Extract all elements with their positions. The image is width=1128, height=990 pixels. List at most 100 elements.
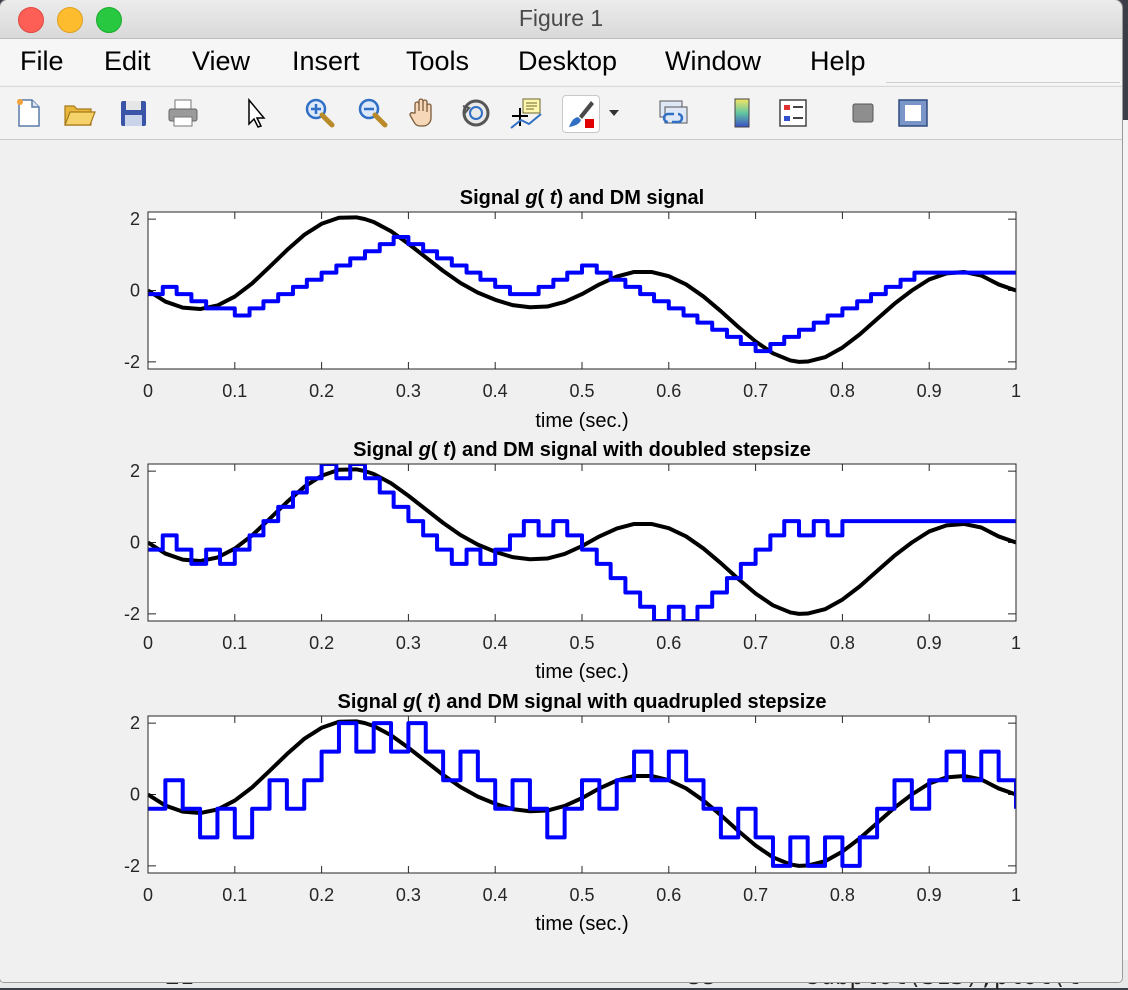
- axes-1-xticks: 0 0.1 0.2 0.3 0.4 0.5 0.6 0.7 0.8 0.9 1: [143, 212, 1021, 401]
- dm-signal-line: [148, 721, 1016, 868]
- x-tick-label: 0.8: [830, 885, 855, 905]
- signal-line: [148, 215, 1016, 364]
- colorbar-icon[interactable]: [724, 95, 760, 131]
- window-title: Figure 1: [518, 5, 604, 31]
- x-tick-label: 0.4: [483, 381, 508, 401]
- y-tick-label: 0: [130, 281, 140, 301]
- subplot-1: Signal g( t) and DM signal 0 0.1 0.2 0.3 0.4…: [124, 187, 1021, 432]
- x-tick-label: 0.3: [396, 381, 421, 401]
- menu-view[interactable]: View: [192, 46, 251, 76]
- menu-edit[interactable]: Edit: [104, 46, 151, 76]
- x-tick-label: 0.1: [222, 633, 247, 653]
- x-tick-label: 0.3: [396, 633, 421, 653]
- subplot-3: Signal g( t) and DM signal with quadrupl…: [124, 691, 1021, 935]
- x-tick-label: 0.8: [830, 633, 855, 653]
- x-tick-label: 0.2: [309, 633, 334, 653]
- menu-bar: File Edit View Insert Tools Desktop Wind…: [0, 39, 1122, 110]
- title-bar: Figure 1: [0, 0, 1122, 39]
- x-tick-label: 0.9: [917, 633, 942, 653]
- legend-icon[interactable]: [775, 95, 811, 131]
- new-figure-icon[interactable]: [10, 95, 46, 131]
- figure-toolbar: [0, 86, 1122, 140]
- pointer-icon[interactable]: [237, 95, 273, 131]
- save-icon[interactable]: [115, 95, 151, 131]
- x-tick-label: 0.7: [743, 381, 768, 401]
- brush-dropdown-icon[interactable]: [604, 95, 624, 131]
- data-cursor-icon[interactable]: [508, 95, 544, 131]
- menu-file[interactable]: File: [20, 46, 64, 76]
- axes-1-yticks: -2 0 2: [124, 209, 1016, 372]
- link-plot-icon[interactable]: [656, 95, 692, 131]
- y-tick-label: 2: [130, 713, 140, 733]
- x-tick-label: 0.5: [569, 885, 594, 905]
- x-tick-label: 0.4: [483, 633, 508, 653]
- x-tick-label: 0.9: [917, 381, 942, 401]
- x-tick-label: 0.9: [917, 885, 942, 905]
- plot-area: Signal g( t) and DM signal 0 0.1 0.2 0.3 0.4…: [124, 187, 1021, 935]
- x-tick-label: 0: [143, 885, 153, 905]
- x-tick-label: 1: [1011, 633, 1021, 653]
- axes-3-box: [147, 715, 1017, 874]
- print-icon[interactable]: [165, 95, 201, 131]
- menu-help[interactable]: Help: [810, 46, 866, 76]
- hide-plot-tools-icon[interactable]: [845, 95, 881, 131]
- x-tick-label: 0.2: [309, 381, 334, 401]
- axes-2-yticks: -2 0 2: [124, 461, 1016, 624]
- dm-signal-line: [148, 234, 1016, 354]
- axes-2-series: [148, 464, 1016, 621]
- x-tick-label: 0.5: [569, 633, 594, 653]
- x-tick-label: 0.8: [830, 381, 855, 401]
- y-tick-label: 2: [130, 461, 140, 481]
- axes-1-series: [148, 215, 1016, 364]
- menu-divider: [886, 82, 1120, 83]
- open-file-icon[interactable]: [61, 95, 97, 131]
- axes-3-xlabel: time (sec.): [535, 913, 628, 935]
- x-tick-label: 0.7: [743, 633, 768, 653]
- show-plot-tools-icon[interactable]: [895, 95, 931, 131]
- axes-2-title: Signal g( t) and DM signal with doubled …: [353, 439, 811, 461]
- x-tick-label: 0.1: [222, 381, 247, 401]
- x-tick-label: 1: [1011, 885, 1021, 905]
- x-tick-label: 0.7: [743, 885, 768, 905]
- x-tick-label: 0.2: [309, 885, 334, 905]
- x-tick-label: 0: [143, 633, 153, 653]
- subplot-2: Signal g( t) and DM signal with doubled …: [124, 439, 1021, 683]
- y-tick-label: -2: [124, 856, 140, 876]
- menu-insert[interactable]: Insert: [292, 46, 360, 76]
- axes-2-xticks: 0 0.1 0.2 0.3 0.4 0.5 0.6 0.7 0.8 0.9 1: [143, 464, 1021, 653]
- zoom-window-button[interactable]: [96, 7, 122, 33]
- axes-2-xlabel: time (sec.): [535, 661, 628, 683]
- x-tick-label: 0.5: [569, 381, 594, 401]
- menu-tools[interactable]: Tools: [406, 46, 470, 76]
- axes-2-box: [147, 463, 1017, 622]
- axes-1-xlabel: time (sec.): [535, 410, 628, 432]
- background-app-edge: [1120, 120, 1128, 988]
- x-tick-label: 0.4: [483, 885, 508, 905]
- menu-window[interactable]: Window: [665, 46, 762, 76]
- dm-signal-line: [148, 464, 1016, 621]
- figure-canvas: Signal g( t) and DM signal 0 0.1 0.2 0.3 0.4…: [0, 140, 1122, 982]
- axes-3-series: [148, 719, 1016, 868]
- close-window-button[interactable]: [18, 7, 44, 33]
- zoom-out-icon[interactable]: [354, 95, 390, 131]
- x-tick-label: 0.6: [656, 381, 681, 401]
- x-tick-label: 0: [143, 381, 153, 401]
- zoom-in-icon[interactable]: [301, 95, 337, 131]
- axes-1-box: [147, 211, 1017, 370]
- minimize-window-button[interactable]: [57, 7, 83, 33]
- x-tick-label: 0.1: [222, 885, 247, 905]
- y-tick-label: 0: [130, 533, 140, 553]
- y-tick-label: -2: [124, 604, 140, 624]
- y-tick-label: 0: [130, 785, 140, 805]
- x-tick-label: 0.6: [656, 633, 681, 653]
- pan-hand-icon[interactable]: [405, 95, 441, 131]
- axes-3-xticks: 0 0.1 0.2 0.3 0.4 0.5 0.6 0.7 0.8 0.9 1: [143, 716, 1021, 905]
- menu-desktop[interactable]: Desktop: [518, 46, 618, 76]
- rotate-3d-icon[interactable]: [458, 95, 494, 131]
- brush-icon[interactable]: [562, 95, 600, 133]
- y-tick-label: 2: [130, 209, 140, 229]
- axes-1-title: Signal g( t) and DM signal: [460, 187, 704, 209]
- axes-3-title: Signal g( t) and DM signal with quadrupl…: [338, 691, 827, 713]
- y-tick-label: -2: [124, 352, 140, 372]
